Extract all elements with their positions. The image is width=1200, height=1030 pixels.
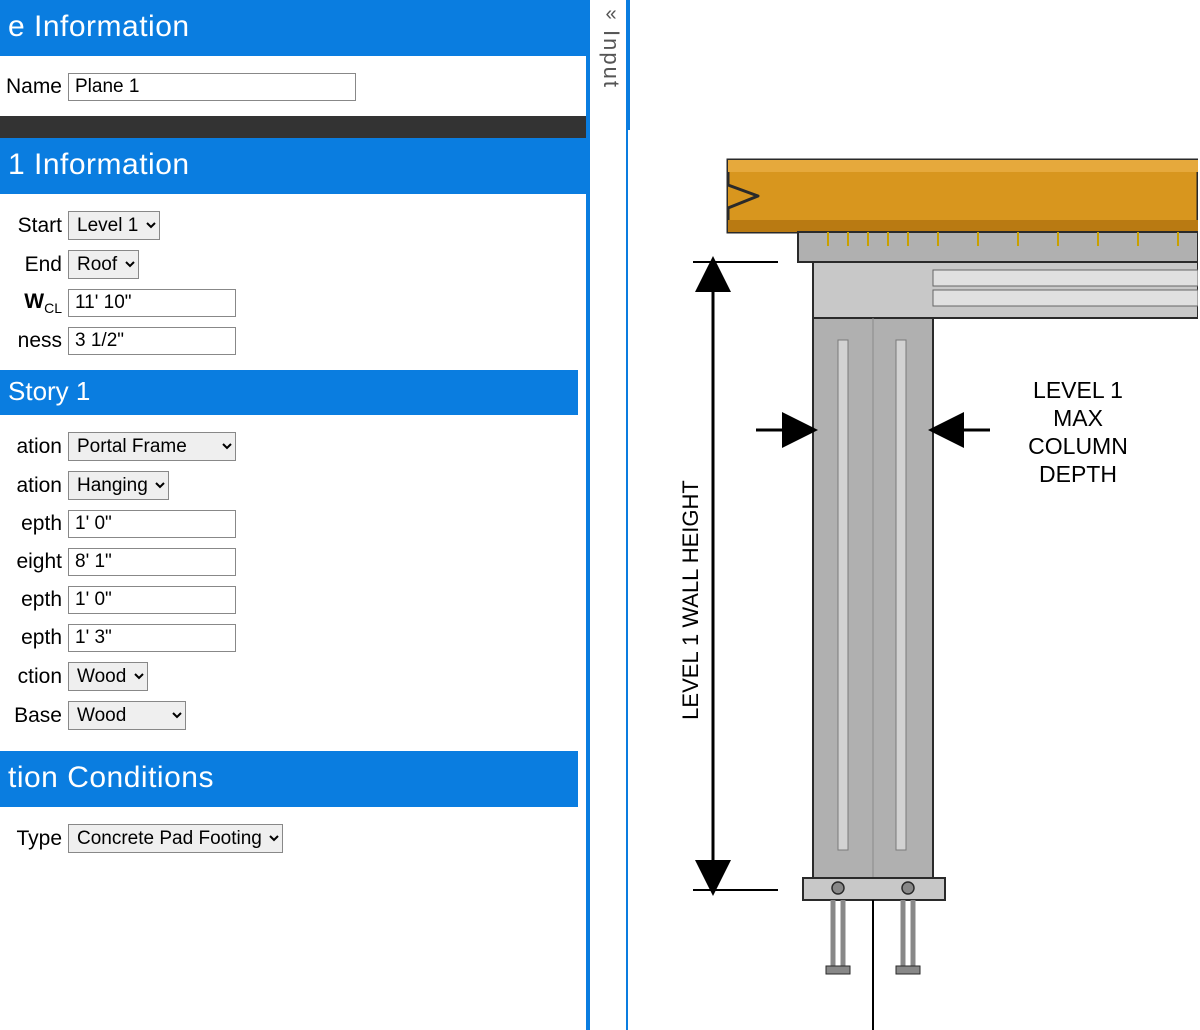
base-label: Base bbox=[14, 704, 68, 728]
svg-text:COLUMN: COLUMN bbox=[1028, 433, 1128, 459]
wood-beam bbox=[728, 160, 1198, 232]
section-header-plane-info: e Information bbox=[0, 0, 586, 56]
section-header-level1-info: 1 Information bbox=[0, 138, 586, 194]
ation-label: ation bbox=[16, 435, 68, 459]
ness-input[interactable] bbox=[68, 327, 236, 355]
column bbox=[813, 318, 933, 878]
depth1-label: epth bbox=[21, 512, 68, 536]
ness-label: ness bbox=[18, 329, 68, 353]
type-select[interactable]: Concrete Pad Footing bbox=[68, 824, 283, 853]
name-label: Name bbox=[6, 75, 68, 99]
depth3-label: epth bbox=[21, 626, 68, 650]
header-plate bbox=[798, 232, 1198, 318]
diagram-panel: LEVEL 1 WALL HEIGHT LEVEL 1 MAX COLUMN D… bbox=[626, 0, 1200, 1030]
input-panel: e Information Name 1 Information Start L… bbox=[0, 0, 590, 1030]
base-select[interactable]: Wood bbox=[68, 701, 186, 730]
wcl-label: WCL bbox=[24, 290, 68, 316]
depth2-input[interactable] bbox=[68, 586, 236, 614]
svg-text:LEVEL 1: LEVEL 1 bbox=[1033, 377, 1123, 403]
ction-select[interactable]: Wood bbox=[68, 662, 148, 691]
dim-column-depth: LEVEL 1 MAX COLUMN DEPTH bbox=[756, 377, 1128, 487]
svg-text:MAX: MAX bbox=[1053, 405, 1103, 431]
depth2-label: epth bbox=[21, 588, 68, 612]
divider-bar bbox=[0, 116, 586, 138]
base-plate bbox=[803, 878, 945, 1030]
type-label: Type bbox=[16, 827, 68, 851]
structure-diagram: LEVEL 1 WALL HEIGHT LEVEL 1 MAX COLUMN D… bbox=[638, 130, 1198, 1030]
end-select[interactable]: Roof bbox=[68, 250, 139, 279]
start-select[interactable]: Level 1 bbox=[68, 211, 160, 240]
wcl-input[interactable] bbox=[68, 289, 236, 317]
depth3-input[interactable] bbox=[68, 624, 236, 652]
ation2-label: ation bbox=[16, 474, 68, 498]
ation2-select[interactable]: Hanging bbox=[68, 471, 169, 500]
chevron-left-icon: « bbox=[605, 4, 616, 24]
end-label: End bbox=[25, 253, 68, 277]
eight-input[interactable] bbox=[68, 548, 236, 576]
svg-text:DEPTH: DEPTH bbox=[1039, 461, 1117, 487]
dim-wall-height: LEVEL 1 WALL HEIGHT bbox=[678, 262, 778, 890]
depth1-input[interactable] bbox=[68, 510, 236, 538]
eight-label: eight bbox=[16, 550, 68, 574]
section-header-conditions: tion Conditions bbox=[0, 751, 578, 807]
collapse-label: Input bbox=[598, 30, 624, 89]
ation-select[interactable]: Portal Frame bbox=[68, 432, 236, 461]
collapse-tab[interactable]: « Input bbox=[594, 0, 630, 130]
plane-name-input[interactable] bbox=[68, 73, 356, 101]
start-label: Start bbox=[18, 214, 68, 238]
sub-header-story1: Story 1 bbox=[0, 370, 578, 415]
ction-label: ction bbox=[18, 665, 68, 689]
svg-text:LEVEL 1 WALL HEIGHT: LEVEL 1 WALL HEIGHT bbox=[678, 480, 703, 720]
